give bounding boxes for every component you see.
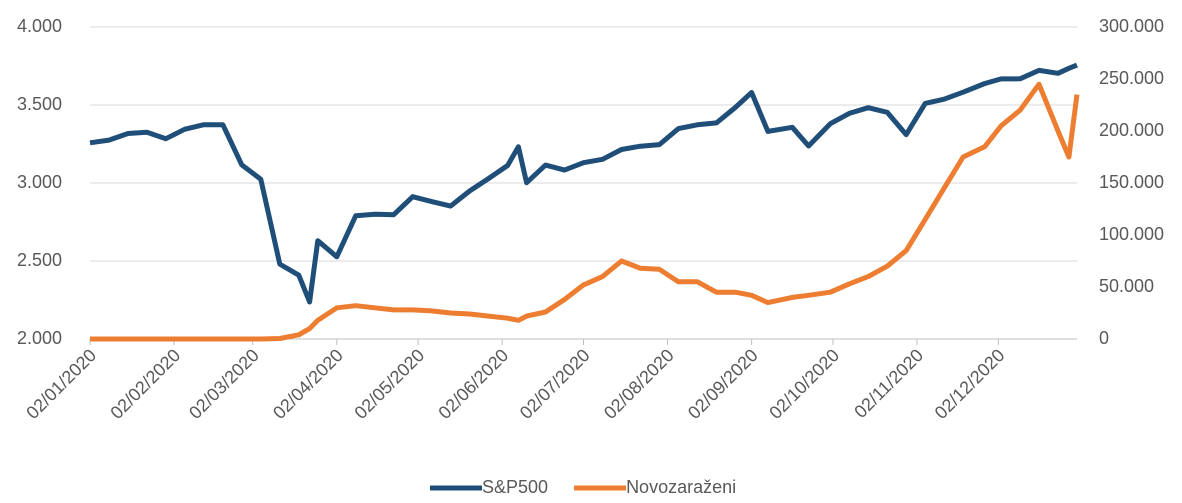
x-tick-label: 02/08/2020 [600, 345, 678, 423]
series-line [90, 81, 1080, 342]
y2-tick-label: 300.000 [1099, 16, 1164, 36]
x-tick-label: 02/01/2020 [22, 345, 100, 423]
x-tick-label: 02/10/2020 [765, 345, 843, 423]
x-tick-label: 02/07/2020 [516, 345, 594, 423]
y-tick-label: 2.000 [17, 328, 62, 348]
y-tick-label: 4.000 [17, 16, 62, 36]
y2-tick-label: 50.000 [1099, 276, 1154, 296]
x-tick-label: 02/04/2020 [269, 345, 347, 423]
x-tick-label: 02/12/2020 [931, 345, 1009, 423]
y2-tick-label: 0 [1099, 328, 1109, 348]
y2-tick-label: 150.000 [1099, 172, 1164, 192]
y2-tick-label: 200.000 [1099, 120, 1164, 140]
y-tick-label: 3.500 [17, 94, 62, 114]
y-tick-label: 3.000 [17, 172, 62, 192]
series-line [89, 62, 1078, 305]
y-tick-label: 2.500 [17, 250, 62, 270]
y2-tick-label: 100.000 [1099, 224, 1164, 244]
x-tick-label: 02/09/2020 [684, 345, 762, 423]
x-tick-label: 02/02/2020 [106, 345, 184, 423]
x-tick-label: 02/06/2020 [434, 345, 512, 423]
x-tick-label: 02/03/2020 [185, 345, 263, 423]
legend-label: Novozaraženi [626, 477, 736, 497]
y2-tick-label: 250.000 [1099, 68, 1164, 88]
x-tick-label: 02/11/2020 [850, 345, 927, 422]
legend-label: S&P500 [482, 477, 548, 497]
x-tick-label: 02/05/2020 [350, 345, 428, 423]
